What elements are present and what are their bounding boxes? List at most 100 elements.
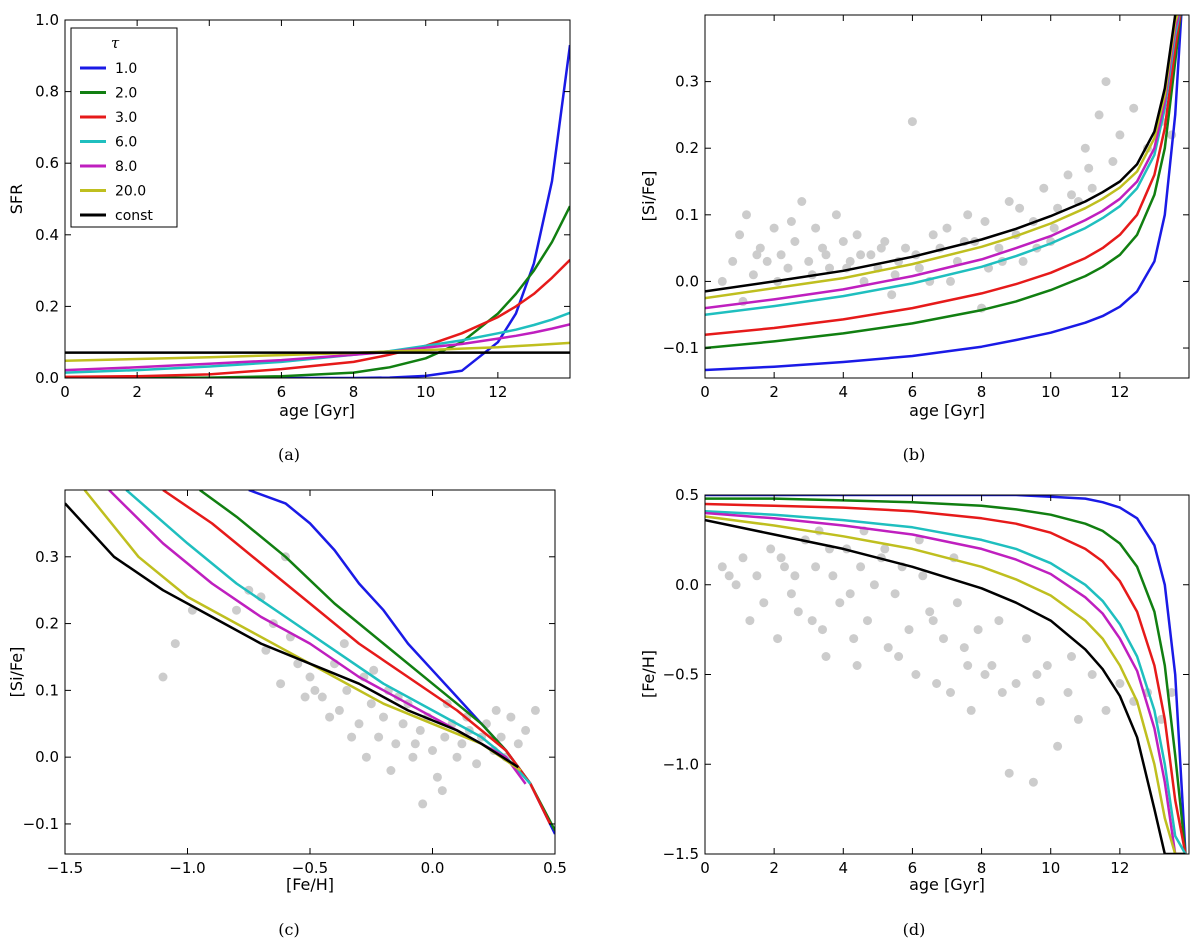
scatter-point (776, 553, 786, 563)
scatter-point (1039, 183, 1049, 193)
legend-label: 6.0 (115, 135, 137, 151)
series-line-const (705, 518, 1186, 854)
series-line-8.0 (705, 15, 1180, 310)
scatter-point (914, 263, 924, 273)
plot-area-a (65, 44, 570, 378)
scatter-point (1042, 661, 1052, 670)
y-tick-label: 0.2 (35, 615, 59, 633)
scatter-point (1108, 157, 1118, 166)
series-line-1.0 (705, 495, 1187, 854)
x-tick-label: 10 (1041, 383, 1060, 401)
x-tick-label: −0.5 (292, 859, 328, 877)
scatter-point (790, 237, 800, 246)
series-line-3.0 (705, 15, 1182, 336)
x-tick-label: −1.0 (169, 859, 205, 877)
x-tick-label: 10 (1041, 859, 1060, 877)
y-tick-label: 0.1 (35, 681, 59, 699)
y-tick-label: 0.5 (675, 486, 699, 504)
scatter-point (866, 250, 876, 260)
scatter-point (1053, 203, 1063, 213)
series-line-6.0 (65, 311, 570, 374)
scatter-point (717, 276, 727, 286)
scatter-point (339, 639, 349, 649)
x-tick-label: 8 (977, 383, 987, 401)
scatter-point (428, 746, 437, 755)
y-tick-label: 0.0 (675, 576, 699, 594)
scatter-point (932, 679, 942, 688)
series-line-8.0 (65, 323, 570, 372)
y-tick-label: 0.2 (35, 297, 59, 315)
caption-d: (d) (903, 920, 926, 939)
scatter-point (1067, 190, 1076, 200)
x-tick-label: 2 (769, 859, 779, 877)
series-line-6.0 (125, 490, 532, 785)
scatter-point (437, 786, 447, 796)
scatter-point (342, 685, 352, 695)
x-tick-label: 0 (700, 383, 710, 401)
scatter-point (728, 256, 738, 266)
x-tick-label: 2 (132, 383, 142, 401)
scatter-point (440, 732, 450, 742)
series-line-3.0 (705, 502, 1187, 854)
ticks-b: 0 2 4 6 8 10 12 −0.1 0.0 0.1 0.2 0.3 (663, 15, 1189, 401)
scatter-point (762, 256, 772, 266)
y-tick-label: −0.1 (23, 815, 59, 833)
legend-box (70, 27, 178, 228)
caption-c: (c) (278, 920, 299, 939)
scatter-point (825, 263, 834, 273)
scatter-point (876, 243, 886, 253)
caption-b: (b) (903, 445, 926, 464)
scatter-point (838, 237, 848, 246)
ticks-a: 0 2 4 6 8 10 12 0.0 0.2 0.4 0.6 0.8 1.0 (35, 11, 570, 401)
scatter-point (1022, 634, 1031, 644)
scatter-point (748, 270, 758, 280)
scatter-point (1035, 696, 1045, 706)
scatter-point (300, 692, 310, 702)
series-line-const (705, 15, 1177, 293)
scatter-point (911, 670, 921, 679)
scatter-point (386, 766, 396, 775)
scatter-point (158, 672, 168, 682)
scatter-point (980, 670, 990, 679)
x-tick-label: 0 (60, 383, 70, 401)
scatter-point (776, 250, 786, 260)
scatter-point (1004, 768, 1014, 778)
scatter-point (928, 230, 938, 240)
panel-b: 0 2 4 6 8 10 12 −0.1 0.0 0.1 0.2 0.3 age [Gyr] [Si/… (639, 14, 1190, 464)
plot-area-d (705, 495, 1187, 854)
scatter-point (457, 739, 467, 749)
series-line-2.0 (705, 15, 1182, 350)
scatter-point (1080, 143, 1090, 153)
scatter-point (880, 544, 890, 554)
scatter-point (959, 643, 969, 653)
xlabel-a: age [Gyr] (279, 401, 355, 420)
scatter-point (963, 210, 973, 220)
scatter-point (506, 712, 516, 722)
y-tick-label: 0.4 (35, 226, 59, 244)
scatter-point (752, 250, 762, 260)
legend-label: 8.0 (115, 159, 137, 175)
scatter-point (293, 659, 303, 669)
scatter-point (1129, 103, 1139, 113)
scatter-point (717, 562, 727, 572)
scatter-point (1087, 670, 1097, 679)
scatter-point (811, 562, 821, 572)
scatter-point (946, 688, 955, 697)
scatter-point (904, 625, 914, 635)
x-tick-label: 8 (977, 859, 987, 877)
scatter-point (928, 616, 938, 626)
x-tick-label: 4 (839, 859, 849, 877)
scatter-point (410, 739, 420, 749)
scatter-point (994, 243, 1004, 253)
scatter-point (952, 598, 962, 608)
scatter-point (1063, 170, 1073, 180)
scatter-point (869, 580, 879, 590)
scatter-point (735, 230, 745, 240)
scatter-point (369, 665, 379, 675)
scatter-point (232, 605, 241, 615)
scatter-point (887, 290, 897, 300)
scatter-point (1063, 688, 1073, 697)
scatter-point (783, 263, 793, 273)
scatter-point (496, 732, 506, 742)
